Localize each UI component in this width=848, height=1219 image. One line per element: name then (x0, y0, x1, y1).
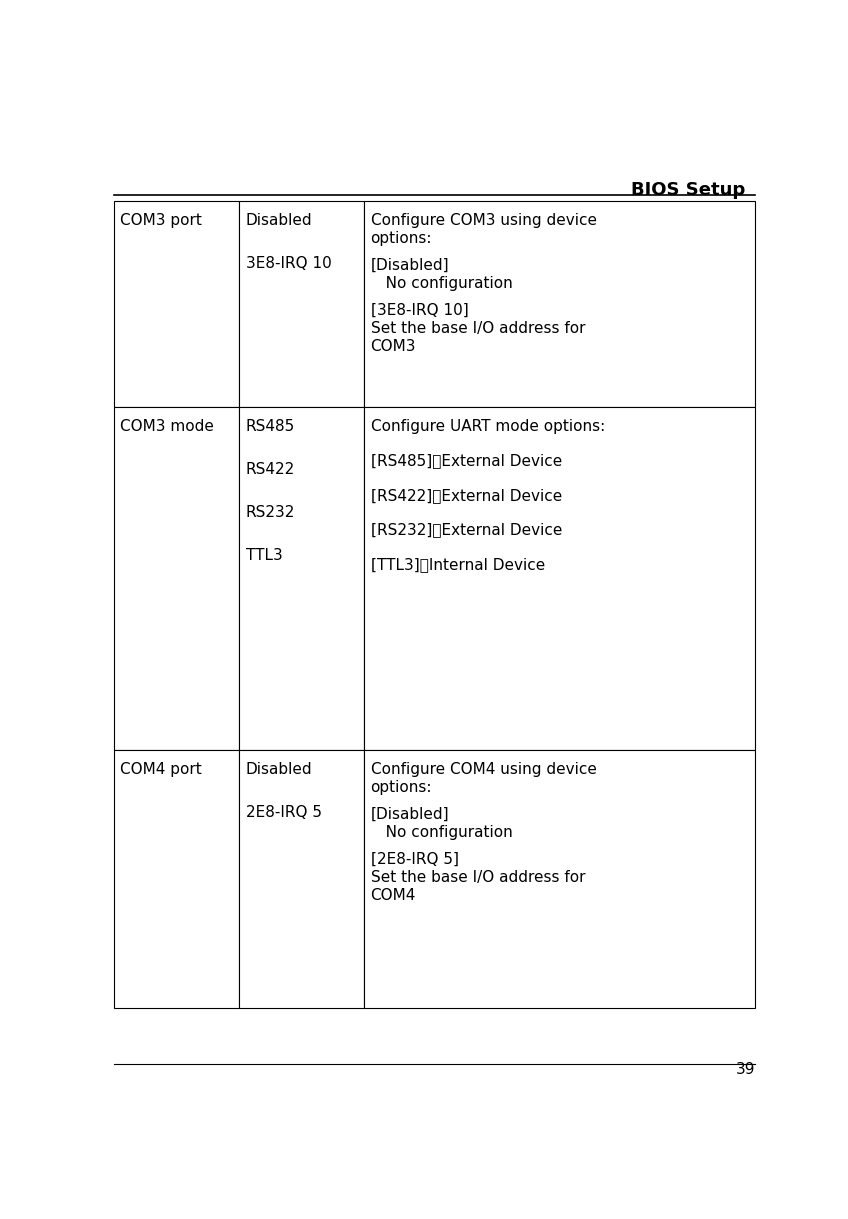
Text: Configure COM3 using device: Configure COM3 using device (371, 213, 597, 228)
Text: [Disabled]: [Disabled] (371, 807, 449, 822)
Bar (239, 750, 364, 1008)
Text: 39: 39 (736, 1063, 756, 1078)
Bar (364, 201, 756, 407)
Text: COM3: COM3 (371, 339, 416, 355)
Bar (364, 750, 756, 1008)
Text: [3E8-IRQ 10]: [3E8-IRQ 10] (371, 302, 468, 318)
Text: Set the base I/O address for: Set the base I/O address for (371, 321, 585, 336)
Text: COM3 port: COM3 port (120, 213, 203, 228)
Text: [RS485]：External Device: [RS485]：External Device (371, 453, 562, 468)
Text: options:: options: (371, 780, 432, 795)
Text: BIOS Setup: BIOS Setup (631, 180, 745, 199)
Text: COM3 mode: COM3 mode (120, 419, 215, 434)
Text: options:: options: (371, 232, 432, 246)
Text: No configuration: No configuration (371, 825, 512, 840)
Text: [Disabled]: [Disabled] (371, 257, 449, 273)
Bar (114, 201, 239, 407)
Bar (114, 407, 239, 750)
Text: [2E8-IRQ 5]: [2E8-IRQ 5] (371, 852, 459, 867)
Text: RS485

RS422

RS232

TTL3: RS485 RS422 RS232 TTL3 (246, 419, 295, 563)
Text: [TTL3]：Internal Device: [TTL3]：Internal Device (371, 557, 545, 572)
Bar (239, 407, 364, 750)
Text: Set the base I/O address for: Set the base I/O address for (371, 870, 585, 885)
Bar (364, 407, 756, 750)
Text: Configure UART mode options:: Configure UART mode options: (371, 419, 605, 434)
Bar (239, 201, 364, 407)
Text: [RS422]：External Device: [RS422]：External Device (371, 488, 562, 503)
Text: Disabled

2E8-IRQ 5: Disabled 2E8-IRQ 5 (246, 762, 321, 820)
Text: COM4: COM4 (371, 889, 416, 903)
Text: No configuration: No configuration (371, 277, 512, 291)
Text: Configure COM4 using device: Configure COM4 using device (371, 762, 596, 777)
Bar (114, 750, 239, 1008)
Text: COM4 port: COM4 port (120, 762, 202, 777)
Text: Disabled

3E8-IRQ 10: Disabled 3E8-IRQ 10 (246, 213, 332, 271)
Text: [RS232]：External Device: [RS232]：External Device (371, 523, 562, 538)
